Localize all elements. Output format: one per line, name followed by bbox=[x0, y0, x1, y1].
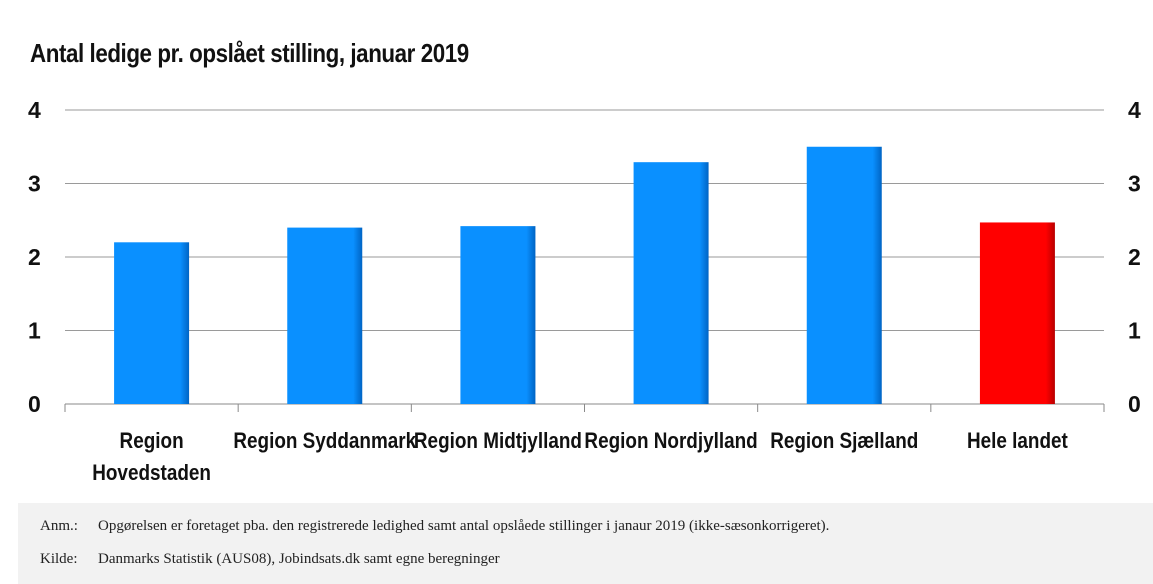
x-category-label: Region Syddanmark bbox=[233, 429, 416, 454]
y-tick-label-right: 0 bbox=[1128, 391, 1141, 417]
y-tick-label-right: 1 bbox=[1128, 318, 1141, 344]
y-axis-left: 0 1 2 3 4 bbox=[28, 97, 41, 417]
x-category-label: Region Hovedstaden bbox=[92, 429, 211, 486]
x-axis bbox=[64, 403, 1105, 412]
y-tick-label-left: 1 bbox=[28, 318, 41, 344]
x-category-label: Region Sjælland bbox=[770, 429, 918, 454]
y-tick-label-right: 2 bbox=[1128, 244, 1141, 270]
y-tick-label-right: 3 bbox=[1128, 171, 1141, 197]
bar bbox=[287, 227, 363, 404]
footer-notes: Anm.: Opgørelsen er foretaget pba. den r… bbox=[18, 503, 1153, 584]
source-label: Kilde: bbox=[40, 551, 78, 567]
x-category-label: Region Nordjylland bbox=[584, 429, 757, 454]
bars bbox=[114, 146, 1055, 404]
note-label: Anm.: bbox=[40, 518, 78, 534]
bar bbox=[460, 226, 536, 404]
gridlines bbox=[65, 109, 1104, 331]
x-category-label: Region Midtjylland bbox=[414, 429, 582, 454]
chart-title: Antal ledige pr. opslået stilling, janua… bbox=[30, 38, 469, 68]
bar bbox=[979, 222, 1055, 404]
y-tick-label-left: 3 bbox=[28, 171, 41, 197]
source-text: Danmarks Statistik (AUS08), Jobindsats.d… bbox=[98, 551, 500, 567]
y-tick-label-left: 4 bbox=[28, 97, 41, 123]
y-axis-right: 0 1 2 3 4 bbox=[1128, 97, 1141, 417]
y-tick-label-right: 4 bbox=[1128, 97, 1141, 123]
x-category-label: Hele landet bbox=[967, 429, 1068, 454]
y-tick-label-left: 2 bbox=[28, 244, 41, 270]
bar-chart: 0 1 2 3 4 0 1 2 3 4 Region Hovedstaden Region Sydd… bbox=[28, 97, 1141, 486]
y-tick-label-left: 0 bbox=[28, 391, 41, 417]
bar bbox=[806, 146, 882, 404]
note-text: Opgørelsen er foretaget pba. den registr… bbox=[98, 518, 830, 534]
bar bbox=[114, 242, 190, 404]
bar bbox=[633, 162, 709, 404]
